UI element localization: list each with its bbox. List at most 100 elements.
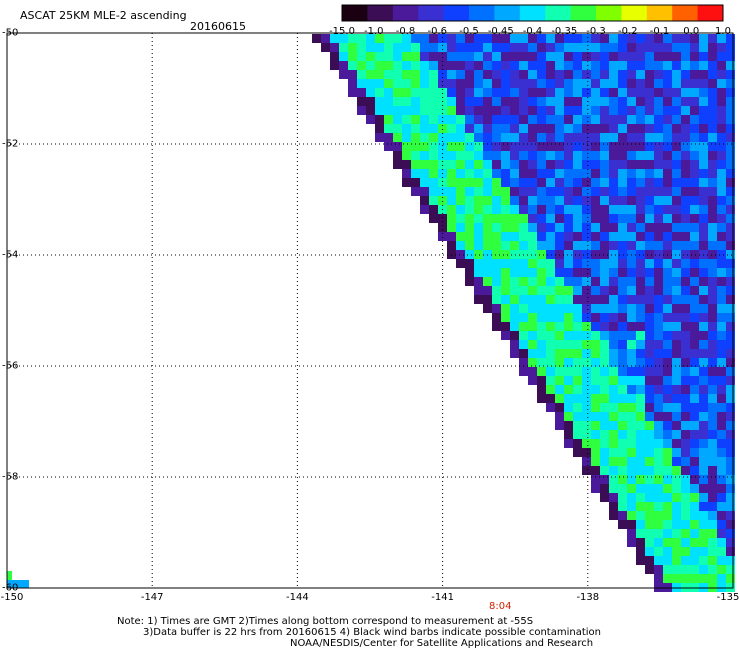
data-cell — [537, 376, 546, 385]
data-cell — [591, 295, 600, 304]
data-cell — [726, 187, 735, 196]
data-cell — [456, 151, 465, 160]
data-cell — [717, 394, 726, 403]
data-cell — [609, 268, 618, 277]
data-cell — [627, 79, 636, 88]
data-cell — [699, 223, 708, 232]
longitude-label: -141 — [431, 592, 454, 603]
data-cell — [690, 466, 699, 475]
data-cell — [555, 259, 564, 268]
data-cell — [708, 439, 717, 448]
data-cell — [438, 124, 447, 133]
data-cell — [690, 403, 699, 412]
data-cell — [627, 349, 636, 358]
data-cell — [609, 178, 618, 187]
data-cell — [492, 277, 501, 286]
data-cell — [402, 34, 411, 43]
data-cell — [582, 376, 591, 385]
data-cell — [501, 286, 510, 295]
data-cell — [582, 142, 591, 151]
data-cell — [510, 169, 519, 178]
data-cell — [636, 133, 645, 142]
data-cell — [564, 151, 573, 160]
data-cell — [708, 259, 717, 268]
data-cell — [510, 88, 519, 97]
data-cell — [726, 520, 735, 529]
data-cell — [636, 142, 645, 151]
data-cell — [420, 169, 429, 178]
data-cell — [348, 79, 357, 88]
data-cell — [546, 376, 555, 385]
data-cell — [672, 196, 681, 205]
data-cell — [726, 340, 735, 349]
data-cell — [411, 79, 420, 88]
data-cell — [726, 232, 735, 241]
data-cell — [726, 205, 735, 214]
data-cell — [573, 88, 582, 97]
data-cell — [339, 34, 348, 43]
data-cell — [537, 61, 546, 70]
data-cell — [537, 106, 546, 115]
data-cell — [510, 160, 519, 169]
data-cell — [681, 439, 690, 448]
data-cell — [528, 97, 537, 106]
data-cell — [627, 223, 636, 232]
data-cell — [708, 520, 717, 529]
data-cell — [672, 430, 681, 439]
data-cell — [546, 52, 555, 61]
longitude-label: -150 — [0, 592, 24, 603]
data-cell — [582, 97, 591, 106]
data-cell — [519, 106, 528, 115]
data-cell — [699, 394, 708, 403]
data-cell — [573, 349, 582, 358]
data-cell — [672, 178, 681, 187]
data-cell — [501, 169, 510, 178]
data-cell — [420, 187, 429, 196]
data-cell — [663, 394, 672, 403]
data-cell — [600, 79, 609, 88]
data-cell — [699, 565, 708, 574]
data-cell — [546, 367, 555, 376]
data-cell — [618, 61, 627, 70]
data-cell — [627, 457, 636, 466]
data-cell — [663, 88, 672, 97]
data-cell — [726, 241, 735, 250]
data-cell — [690, 250, 699, 259]
data-cell — [429, 52, 438, 61]
data-cell — [465, 232, 474, 241]
data-cell — [636, 232, 645, 241]
data-cell — [555, 151, 564, 160]
data-cell — [699, 529, 708, 538]
data-cell — [555, 133, 564, 142]
data-cell — [519, 34, 528, 43]
data-cell — [726, 349, 735, 358]
data-cell — [690, 385, 699, 394]
data-cell — [447, 52, 456, 61]
data-cell — [699, 286, 708, 295]
data-cell — [699, 367, 708, 376]
data-cell — [672, 70, 681, 79]
data-cell — [690, 412, 699, 421]
data-cell — [537, 187, 546, 196]
data-cell — [618, 511, 627, 520]
data-cell — [699, 439, 708, 448]
data-cell — [681, 340, 690, 349]
data-cell — [636, 151, 645, 160]
data-cell — [699, 88, 708, 97]
data-cell — [600, 97, 609, 106]
data-cell — [393, 61, 402, 70]
data-cell — [645, 502, 654, 511]
colorbar-tick-label: 0.0 — [683, 26, 700, 37]
data-cell — [600, 304, 609, 313]
data-cell — [519, 232, 528, 241]
data-cell — [465, 187, 474, 196]
data-cell — [600, 106, 609, 115]
data-cell — [699, 331, 708, 340]
data-cell — [465, 52, 474, 61]
data-cell — [708, 358, 717, 367]
data-cell — [438, 115, 447, 124]
data-cell — [690, 169, 699, 178]
data-cell — [708, 403, 717, 412]
data-cell — [645, 475, 654, 484]
data-cell — [600, 457, 609, 466]
